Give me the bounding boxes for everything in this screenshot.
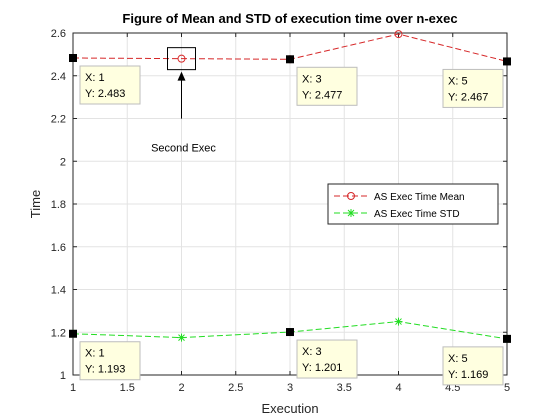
datatip-marker	[286, 328, 294, 337]
datatip-box	[296, 339, 358, 379]
annotation-arrowhead	[177, 71, 186, 81]
legend-entry-label: AS Exec Time STD	[374, 209, 460, 220]
mean-point-marker	[394, 30, 403, 39]
datatip-y-text: Y: 2.483	[85, 88, 125, 100]
datatip-box	[442, 346, 504, 386]
y-tick-label: 1.6	[51, 242, 66, 254]
y-axis-label: Time	[28, 190, 43, 218]
annotation-rectangle	[167, 47, 196, 71]
datatip-marker	[503, 334, 511, 343]
std-point-marker	[177, 333, 186, 342]
y-tick-label: 1.8	[51, 199, 66, 211]
y-tick-label: 1	[60, 370, 66, 382]
datatip-x-text: X: 5	[448, 353, 468, 365]
x-tick-label: 3	[287, 382, 293, 394]
y-tick-label: 2	[60, 156, 66, 168]
datatip-marker	[69, 54, 77, 63]
legend-box	[327, 183, 499, 225]
chart-title: Figure of Mean and STD of execution time…	[122, 11, 457, 26]
x-tick-label: 1	[70, 382, 76, 394]
y-tick-label: 2.6	[51, 28, 66, 40]
std-point-marker	[394, 317, 403, 326]
legend[interactable]: AS Exec Time Mean AS Exec Time STD	[327, 183, 499, 225]
datatip-box	[79, 341, 141, 381]
datatip-y-text: Y: 1.169	[448, 369, 488, 381]
datatip-box	[79, 65, 141, 105]
datatip-x-text: X: 1	[85, 72, 105, 84]
datatips-layer: X: 1 Y: 2.483 X: 3 Y: 2.477 X: 5 Y: 2.467 X: 1…	[69, 54, 511, 386]
y-tick-label: 2.4	[51, 71, 66, 83]
x-tick-label: 5	[504, 382, 510, 394]
datatip-marker	[69, 329, 77, 338]
annotation-layer: Second Exec	[151, 47, 216, 155]
datatip-x-text: X: 5	[448, 75, 468, 87]
x-tick-label: 3.5	[337, 382, 352, 394]
datatip-y-text: Y: 1.193	[85, 364, 125, 376]
datatip-y-text: Y: 2.477	[302, 89, 342, 101]
x-tick-label: 1.5	[120, 382, 135, 394]
y-tick-label: 1.4	[51, 285, 66, 297]
asterisk-stroke	[395, 318, 402, 325]
datatip: X: 3 Y: 1.201	[286, 328, 358, 379]
x-axis-label: Execution	[261, 401, 318, 416]
datatip-marker	[286, 55, 294, 64]
datatip: X: 5 Y: 2.467	[442, 57, 511, 108]
x-tick-label: 4	[395, 382, 401, 394]
asterisk-stroke	[347, 209, 355, 217]
x-tick-label: 2	[178, 382, 184, 394]
legend-entry-label: AS Exec Time Mean	[374, 192, 465, 203]
x-tick-label: 2.5	[228, 382, 243, 394]
datatip-marker	[503, 57, 511, 66]
mean-point-marker	[177, 54, 186, 63]
legend-marker-asterisk	[347, 209, 355, 217]
datatip: X: 5 Y: 1.169	[442, 334, 511, 386]
datatip-box	[442, 68, 504, 108]
datatip: X: 3 Y: 2.477	[286, 55, 358, 106]
datatip-x-text: X: 3	[302, 346, 322, 358]
datatip-y-text: Y: 1.201	[302, 362, 342, 374]
datatip: X: 1 Y: 1.193	[69, 329, 141, 381]
legend-marker-circle	[347, 192, 355, 200]
y-tick-label: 2.2	[51, 114, 66, 126]
datatip-box	[296, 66, 358, 106]
asterisk-stroke	[178, 334, 185, 341]
annotation-text: Second Exec	[151, 143, 216, 155]
datatip-x-text: X: 3	[302, 73, 322, 85]
datatip-y-text: Y: 2.467	[448, 91, 488, 103]
y-tick-label: 1.2	[51, 327, 66, 339]
axis-ticks: 1 1.5 2 2.5 3 3.5 4 4.5 511.21.41.61.822.22.42.6	[51, 28, 510, 394]
datatip-x-text: X: 1	[85, 348, 105, 360]
datatip: X: 1 Y: 2.483	[69, 54, 141, 105]
